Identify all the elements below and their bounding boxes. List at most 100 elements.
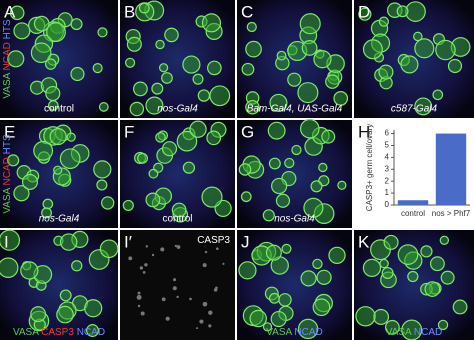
panel-letter: G	[241, 122, 254, 141]
cell	[278, 293, 292, 307]
panel-letter: D	[358, 2, 370, 21]
speck	[145, 245, 149, 248]
panel-letter: E	[4, 122, 15, 141]
y-axis-label: CASP3+ germ cell/ovary	[365, 124, 374, 211]
cell	[45, 85, 61, 102]
y-tick-label: 2	[385, 176, 390, 185]
cell	[268, 157, 281, 170]
speck	[208, 310, 213, 315]
cell	[362, 39, 383, 60]
cell	[373, 308, 390, 325]
cell	[59, 148, 81, 170]
panel-letter: I	[4, 232, 9, 251]
cell	[414, 97, 433, 116]
cell	[439, 235, 450, 245]
x-tick-label: control	[401, 209, 425, 218]
cell	[267, 121, 286, 140]
cell	[379, 258, 389, 269]
cell	[384, 319, 400, 335]
cell	[262, 322, 273, 332]
cell	[270, 310, 287, 328]
cell	[240, 191, 252, 203]
cell	[262, 209, 275, 222]
cell	[318, 162, 328, 173]
cell	[400, 55, 419, 74]
y-tick-label: 5	[385, 141, 390, 150]
cell	[189, 120, 207, 138]
cell	[182, 161, 196, 174]
cell	[420, 245, 433, 258]
speck	[173, 278, 177, 282]
stain-word: NCAD	[294, 327, 322, 338]
stain-word: CASP3	[197, 235, 230, 246]
cell	[378, 64, 394, 80]
stain-label: VASA NCAD	[266, 327, 323, 338]
cell	[238, 163, 252, 176]
cell	[84, 299, 103, 318]
cell	[299, 13, 321, 35]
cell	[284, 157, 295, 169]
cell	[124, 57, 136, 68]
cell	[96, 179, 108, 191]
cell	[46, 22, 66, 42]
cell	[45, 58, 57, 70]
cell	[161, 72, 173, 84]
panel-letter: C	[241, 2, 253, 21]
stain-word: NCAD	[414, 327, 442, 338]
bar	[435, 133, 467, 205]
cell	[303, 197, 324, 218]
cell	[70, 18, 83, 31]
y-tick-label: 1	[385, 188, 390, 197]
cell	[93, 160, 112, 179]
stain-label: VASA NCAD	[386, 327, 443, 338]
cell	[381, 266, 394, 279]
speck	[199, 319, 204, 324]
cell	[358, 7, 372, 21]
cell	[70, 66, 85, 82]
cell	[182, 55, 201, 74]
panel-letter: A	[4, 2, 16, 21]
cell	[158, 63, 169, 73]
cell	[297, 82, 319, 104]
cell	[9, 5, 25, 21]
cell	[197, 89, 211, 102]
cell	[407, 270, 419, 283]
cell	[301, 39, 318, 56]
panel-caption: control	[162, 214, 192, 225]
cell	[98, 102, 109, 112]
cell	[171, 202, 187, 218]
stain-label: VASA NCAD HTS	[2, 19, 13, 99]
cell	[145, 192, 161, 208]
cell	[275, 193, 291, 208]
cell	[122, 199, 134, 212]
y-tick-label: 4	[385, 152, 390, 161]
cell	[86, 324, 100, 338]
cell	[321, 129, 336, 144]
cell	[53, 165, 63, 175]
panel-letter: H	[358, 122, 370, 141]
speck	[202, 301, 208, 307]
y-tick-label: 0	[385, 200, 390, 209]
stain-word: VASA	[2, 187, 13, 213]
cell	[13, 185, 30, 202]
cell	[268, 292, 280, 304]
stain-word: VASA	[266, 327, 292, 338]
panel-letter: I′	[124, 232, 132, 251]
speck	[139, 266, 144, 270]
cell	[145, 96, 164, 115]
speck	[215, 247, 219, 251]
cell	[246, 21, 257, 33]
speck	[142, 271, 146, 274]
speck	[204, 250, 208, 254]
stain-word: NCAD	[77, 327, 105, 338]
cell	[238, 261, 257, 280]
cell	[206, 130, 222, 146]
cell	[312, 298, 331, 317]
speck	[165, 316, 170, 321]
cell	[7, 154, 20, 167]
speck	[136, 294, 142, 300]
cell	[192, 73, 204, 85]
cell	[59, 233, 78, 251]
cell	[414, 38, 435, 59]
cell	[325, 74, 340, 89]
